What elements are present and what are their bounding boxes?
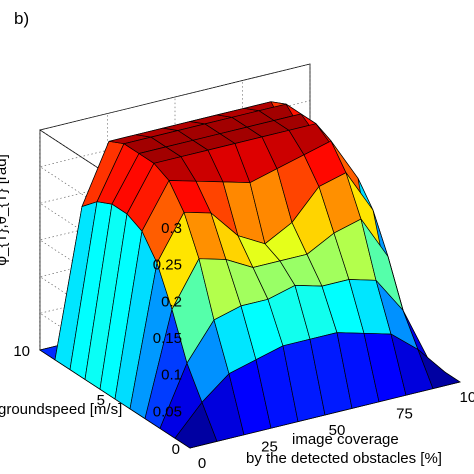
x-tick-label: 75 (396, 406, 413, 423)
x-tick-label: 0 (198, 455, 206, 472)
x-axis-label-line1: image coverage (292, 431, 399, 448)
panel-label: b) (14, 9, 29, 28)
z-tick-label: 0.25 (153, 257, 182, 274)
z-tick-label: 0.15 (153, 330, 182, 347)
y-axis-label: groundspeed [m/s] (0, 401, 122, 418)
surface-patch (417, 349, 461, 389)
z-tick-label: 0.1 (161, 367, 182, 384)
x-axis-label-line2: by the detected obstacles [%] (246, 450, 442, 467)
x-tick-label: 100 (459, 389, 474, 406)
x-tick-label: 50 (329, 422, 346, 439)
tick-labels: 0.3 0.25 0.2 0.15 0.1 0.05 0 25 50 75 100 0 5 10 (13, 220, 474, 472)
y-tick-label: 0 (172, 441, 180, 458)
z-tick-label: 0.3 (161, 220, 182, 237)
x-tick-label: 25 (261, 439, 278, 456)
y-tick-label: 5 (97, 392, 105, 409)
z-axis-label: φ_{T},θ_{T} [rad] (0, 154, 10, 265)
z-tick-label: 0.05 (153, 403, 182, 420)
grid-line-z (39, 63, 311, 229)
y-tick-label: 10 (13, 343, 30, 360)
surface-mesh (39, 101, 461, 449)
z-tick-label: 0.2 (161, 293, 182, 310)
